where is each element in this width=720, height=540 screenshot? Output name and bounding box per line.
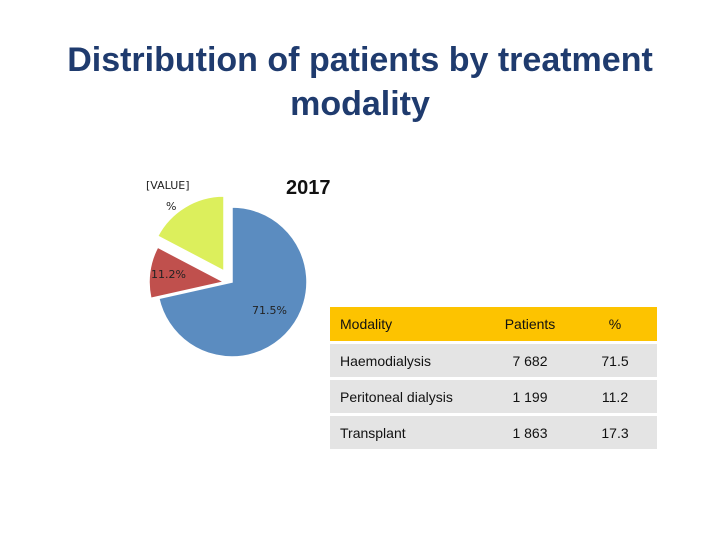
chart-title: 2017 xyxy=(286,177,331,199)
cell-modality: Peritoneal dialysis xyxy=(330,380,487,413)
peritoneal-dialysis-label: 11.2% xyxy=(151,268,186,281)
cell-percent: 71.5 xyxy=(573,344,657,377)
header-patients: Patients xyxy=(487,307,573,341)
page-title: Distribution of patients by treatment mo… xyxy=(67,41,653,123)
table-header-row: Modality Patients % xyxy=(330,307,657,341)
cell-percent: 11.2 xyxy=(573,380,657,413)
transplant-value-label: [VALUE] xyxy=(146,179,190,192)
cell-patients: 7 682 xyxy=(487,344,573,377)
header-modality: Modality xyxy=(330,307,487,341)
cell-percent: 17.3 xyxy=(573,416,657,449)
transplant-percent-sign: % xyxy=(166,200,177,213)
haemodialysis-label: 71.5% xyxy=(252,304,287,317)
header-percent: % xyxy=(573,307,657,341)
cell-patients: 1 863 xyxy=(487,416,573,449)
table-row: Haemodialysis 7 682 71.5 xyxy=(330,344,657,377)
cell-modality: Transplant xyxy=(330,416,487,449)
pie-slice-haemodialysis xyxy=(157,206,308,358)
table-row: Transplant 1 863 17.3 xyxy=(330,416,657,449)
table-row: Peritoneal dialysis 1 199 11.2 xyxy=(330,380,657,413)
pie-slice-transplant xyxy=(156,195,225,273)
cell-modality: Haemodialysis xyxy=(330,344,487,377)
pie-slice-peritoneal-dialysis xyxy=(148,246,227,300)
cell-patients: 1 199 xyxy=(487,380,573,413)
data-table: Modality Patients % Haemodialysis 7 682 … xyxy=(330,304,657,452)
